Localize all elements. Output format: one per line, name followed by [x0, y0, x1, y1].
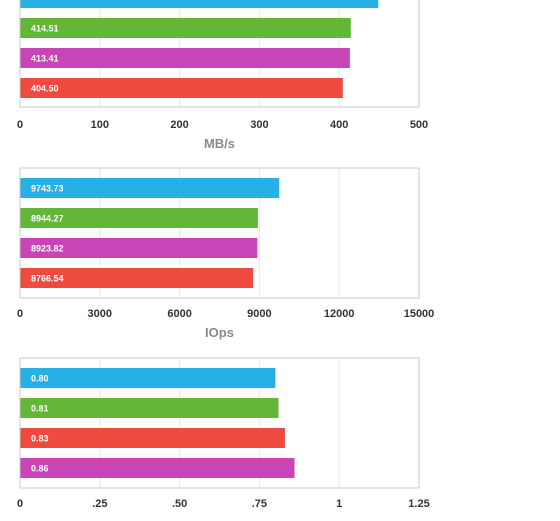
chart2-tick-label: 0	[17, 308, 23, 320]
chart2-bar-3	[20, 238, 258, 258]
chart1-bar-label-2: 414.51	[31, 24, 59, 34]
chart2-bar-label-3: 8923.82	[31, 244, 64, 254]
chart3-bar-4	[20, 458, 295, 478]
chart2-bar-label-4: 8766.54	[31, 274, 64, 284]
chart1-bar-label-3: 413.41	[31, 54, 59, 64]
chart1-tick-label: 100	[91, 119, 109, 131]
chart1-axis-title: MB/s	[204, 136, 235, 151]
chart2-bar-label-2: 8944.27	[31, 214, 64, 224]
chart3-tick-label: .50	[172, 498, 187, 510]
chart3-bar-1	[20, 368, 276, 388]
chart1-bar-3	[20, 48, 350, 68]
chart3-bar-label-2: 0.81	[31, 404, 49, 414]
chart3-bar-2	[20, 398, 279, 418]
chart2-tick-label: 12000	[324, 308, 355, 320]
chart3-tick-label: 1.25	[408, 498, 429, 510]
chart1-tick-label: 300	[250, 119, 268, 131]
chart1-bar-2	[20, 18, 351, 38]
chart1-tick-label: 400	[330, 119, 348, 131]
chart3-bar-3	[20, 428, 285, 448]
chart3-frame	[19, 357, 420, 489]
chart1-bar-label-4: 404.50	[31, 84, 59, 94]
chart2-frame	[19, 167, 420, 299]
chart1-tick-label: 500	[410, 119, 428, 131]
chart2-tick-label: 3000	[88, 308, 112, 320]
chart2-tick-label: 6000	[167, 308, 191, 320]
chart2-axis-title: IOps	[205, 325, 234, 340]
chart1-bar-4	[20, 78, 343, 98]
chart3-bar-label-1: 0.80	[31, 374, 49, 384]
chart1-frame	[19, 0, 420, 108]
chart3-tick-label: 0	[17, 498, 23, 510]
chart2-bar-4	[20, 268, 254, 288]
chart3-bar-label-3: 0.83	[31, 434, 49, 444]
chart1-tick-label: 0	[17, 119, 23, 131]
chart2-tick-label: 15000	[404, 308, 435, 320]
chart3-tick-label: .25	[92, 498, 107, 510]
chart2-bar-2	[20, 208, 258, 228]
chart1-tick-label: 200	[170, 119, 188, 131]
chart1-bar-1	[20, 0, 379, 8]
chart3-tick-label: .75	[252, 498, 267, 510]
chart2-bar-label-1: 9743.73	[31, 184, 64, 194]
chart3-bar-label-4: 0.86	[31, 464, 49, 474]
chart2-tick-label: 9000	[247, 308, 271, 320]
chart2-bar-1	[20, 178, 280, 198]
chart3-tick-label: 1	[336, 498, 342, 510]
